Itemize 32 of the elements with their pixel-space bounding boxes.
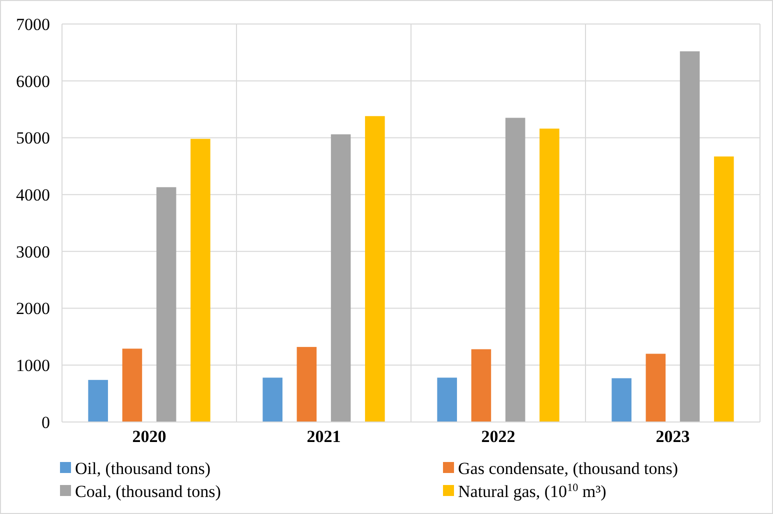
x-tick-label: 2023 bbox=[656, 427, 690, 446]
y-tick-label: 3000 bbox=[16, 242, 50, 262]
bar bbox=[190, 138, 210, 422]
bar bbox=[471, 349, 492, 422]
bar bbox=[612, 378, 632, 422]
x-tick-label: 2021 bbox=[306, 427, 341, 446]
y-tick-label: 2000 bbox=[16, 299, 50, 318]
legend-label: Coal, (thousand tons) bbox=[75, 482, 221, 501]
bar bbox=[646, 354, 666, 422]
y-tick-label: 4000 bbox=[16, 186, 50, 205]
bar bbox=[122, 348, 142, 422]
legend-label: Oil, (thousand tons) bbox=[75, 458, 211, 478]
x-tick-label: 2020 bbox=[132, 427, 166, 446]
y-tick-label: 7000 bbox=[16, 14, 50, 34]
bar bbox=[714, 156, 734, 422]
bar bbox=[330, 134, 351, 422]
y-tick-label: 1000 bbox=[16, 356, 50, 376]
y-tick-label: 0 bbox=[42, 412, 50, 432]
x-tick-label: 2022 bbox=[481, 427, 516, 446]
bar bbox=[505, 118, 526, 422]
legend-label: Gas condensate, (thousand tons) bbox=[458, 458, 678, 478]
bar bbox=[365, 116, 385, 422]
bar bbox=[156, 187, 176, 422]
bar bbox=[262, 378, 282, 422]
bar bbox=[680, 51, 700, 422]
y-tick-label: 5000 bbox=[16, 128, 50, 148]
bar bbox=[88, 380, 108, 422]
bar bbox=[437, 378, 457, 422]
legend-label: Natural gas, (10$^{10}$ m³) bbox=[458, 482, 606, 501]
y-tick-label: 6000 bbox=[16, 72, 50, 91]
bar bbox=[296, 346, 317, 422]
bar bbox=[540, 128, 560, 422]
